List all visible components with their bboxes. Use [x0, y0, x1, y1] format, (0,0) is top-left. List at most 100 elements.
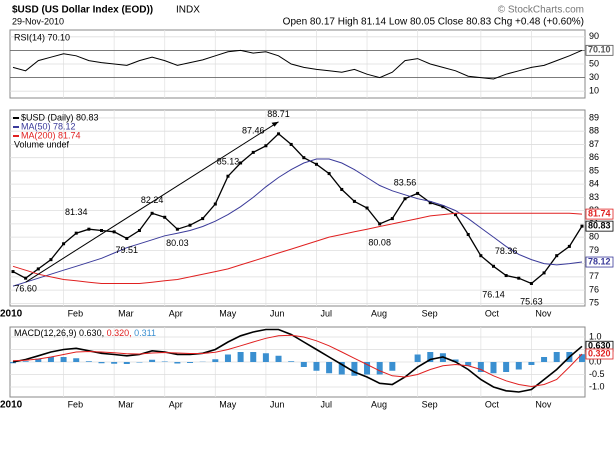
- histogram-bar: [351, 362, 358, 376]
- histogram-bar: [174, 362, 181, 364]
- histogram-bar: [364, 362, 371, 375]
- price-bar: [36, 267, 40, 271]
- year-label: 2010: [0, 400, 23, 411]
- y-tick-label: 86: [589, 152, 599, 162]
- price-bar: [479, 254, 483, 258]
- price-bar: [403, 197, 407, 201]
- price-bar: [454, 213, 458, 217]
- y-tick-label: 76: [589, 284, 599, 294]
- price-annotation: 81.34: [65, 207, 88, 217]
- x-tick-label: Apr: [169, 399, 183, 409]
- x-tick-label: Apr: [169, 308, 183, 318]
- x-tick-label: Oct: [485, 399, 500, 409]
- price-bar: [87, 227, 91, 231]
- legend-entry: MACD(12,26,9): [14, 328, 77, 338]
- x-tick-label: Oct: [485, 308, 500, 318]
- y-tick-label: 77: [589, 271, 599, 281]
- histogram-bar: [414, 354, 421, 362]
- histogram-bar: [22, 361, 29, 362]
- value-tag-box: [585, 208, 614, 220]
- y-tick-label: -1.0: [589, 381, 605, 391]
- legend-entry: 0.630,: [79, 328, 104, 338]
- price-annotation: 76.60: [14, 284, 37, 294]
- price-bar: [100, 229, 104, 233]
- price-bar: [555, 254, 559, 258]
- price-bar: [188, 223, 192, 227]
- price-annotation: 83.56: [394, 177, 417, 187]
- y-tick-label: 83: [589, 192, 599, 202]
- x-tick-label: Feb: [68, 399, 84, 409]
- price-bar: [239, 161, 243, 165]
- price-bar: [24, 276, 28, 280]
- price-bar: [378, 222, 382, 226]
- price-bar: [517, 276, 521, 280]
- trend-arrow: [271, 121, 279, 127]
- legend-entry: MA(200) 81.74: [21, 130, 81, 140]
- histogram-bar: [338, 362, 345, 375]
- date: 29-Nov-2010: [12, 16, 64, 26]
- histogram-bar: [73, 358, 80, 362]
- x-tick-label: Jun: [270, 308, 285, 318]
- y-tick-label: 79: [589, 245, 599, 255]
- macd-line: [12, 334, 583, 388]
- legend-entry: MA(50) 78.12: [21, 121, 76, 131]
- histogram-bar: [123, 362, 130, 364]
- x-tick-label: Mar: [118, 308, 134, 318]
- price-bar: [390, 217, 394, 221]
- price-bar: [175, 227, 179, 231]
- price-bar: [428, 201, 432, 205]
- x-tick-label: Aug: [371, 308, 387, 318]
- histogram-bar: [224, 354, 231, 362]
- x-tick-label: Sep: [422, 308, 438, 318]
- x-tick-label: May: [219, 399, 237, 409]
- histogram-bar: [47, 357, 54, 362]
- histogram-bar: [503, 362, 510, 372]
- histogram-bar: [136, 362, 143, 363]
- price-bar: [125, 236, 129, 240]
- y-tick-label: -0.5: [589, 369, 605, 379]
- value-tag: 70.10: [588, 45, 611, 55]
- histogram-bar: [553, 352, 560, 362]
- legend-entry: Volume undef: [14, 139, 70, 149]
- price-bar: [327, 172, 331, 176]
- histogram-bar: [237, 352, 244, 362]
- histogram-bar: [98, 362, 105, 364]
- price-bar: [466, 232, 470, 236]
- price-bar: [137, 229, 141, 233]
- x-tick-label: Feb: [68, 308, 84, 318]
- price-bar: [416, 191, 420, 195]
- x-tick-label: Aug: [371, 399, 387, 409]
- histogram-bar: [528, 362, 535, 365]
- price-annotation: 82.24: [141, 195, 164, 205]
- x-tick-label: Sep: [422, 399, 438, 409]
- histogram-bar: [465, 362, 472, 366]
- price-bar: [340, 187, 344, 191]
- histogram-bar: [300, 362, 307, 367]
- price-bar: [213, 202, 217, 206]
- histogram-bar: [541, 357, 548, 362]
- legend-entry: $USD (Daily) 80.83: [21, 112, 99, 122]
- price-bar: [314, 162, 318, 166]
- price-annotation: 79.51: [116, 245, 139, 255]
- value-tag: 80.83: [588, 221, 611, 231]
- histogram-bar: [288, 361, 295, 362]
- moving-average-line: [12, 158, 583, 287]
- value-tag-box: [585, 348, 614, 360]
- price-line: [12, 132, 583, 285]
- price-bar: [150, 211, 154, 215]
- value-tag-box: [585, 44, 614, 56]
- price-bar: [504, 274, 508, 278]
- histogram-bar: [10, 362, 16, 364]
- price-bar: [251, 150, 255, 154]
- y-tick-label: 90: [589, 31, 599, 41]
- price-bar: [49, 258, 53, 262]
- price-bar: [580, 224, 584, 228]
- y-tick-label: 1.0: [589, 331, 602, 341]
- x-tick-label: May: [219, 308, 237, 318]
- rsi-legend: RSI(14) 70.10: [14, 32, 70, 42]
- y-tick-label: 88: [589, 126, 599, 136]
- price-bar: [62, 242, 66, 246]
- price-bar: [542, 271, 546, 275]
- credit: © StockCharts.com: [498, 5, 584, 16]
